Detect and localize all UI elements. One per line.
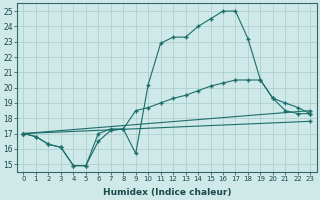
X-axis label: Humidex (Indice chaleur): Humidex (Indice chaleur): [103, 188, 231, 197]
